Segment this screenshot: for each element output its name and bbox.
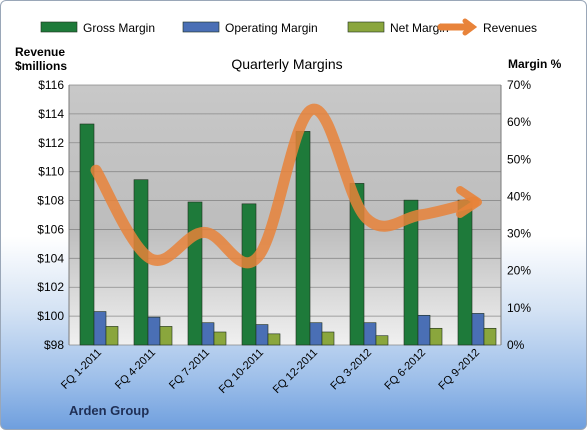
right-tick-label: 50% (507, 152, 531, 166)
legend-label: Net Margin (390, 21, 449, 35)
bar-gross-margin (295, 131, 311, 346)
legend-label: Gross Margin (83, 21, 155, 35)
left-tick-label: $112 (38, 136, 64, 150)
bar-net-margin (429, 327, 443, 346)
bar-net-margin (321, 331, 335, 346)
right-tick-label: 60% (507, 115, 531, 129)
bar-operating-margin (147, 316, 161, 346)
bar-operating-margin (363, 322, 377, 346)
left-axis-title-line1: Revenue (15, 45, 66, 59)
bar-net-margin (267, 333, 281, 346)
right-axis-title: Margin % (508, 57, 562, 71)
bar-gross-margin (187, 201, 203, 346)
category-label: FQ 1-2011 (59, 347, 104, 392)
left-axis-title: Revenue $millions (15, 45, 67, 73)
bar-operating-margin (471, 313, 485, 346)
bar-operating-margin (309, 322, 323, 346)
left-tick-label: $100 (37, 309, 64, 323)
bar-operating-margin (417, 314, 431, 346)
bar-gross-margin (241, 203, 257, 346)
bar-net-margin (483, 327, 497, 346)
legend-swatch-arrowhead (462, 18, 478, 36)
right-tick-label: 20% (507, 264, 531, 278)
bar-operating-margin (201, 322, 215, 346)
left-tick-label: $98 (44, 338, 64, 352)
legend-label: Revenues (483, 21, 537, 35)
bar-gross-margin (457, 199, 473, 346)
category-label: FQ 4-2011 (113, 347, 158, 392)
right-tick-label: 40% (507, 189, 531, 203)
bar-gross-margin (403, 199, 419, 346)
left-tick-label: $104 (37, 251, 64, 265)
bar-net-margin (105, 326, 119, 346)
right-tick-label: 30% (507, 227, 531, 241)
left-tick-label: $106 (37, 222, 64, 236)
revenues-arrowhead (456, 186, 482, 218)
category-label: FQ 9-2012 (436, 347, 482, 393)
right-tick-label: 0% (507, 338, 525, 352)
revenues-line (90, 104, 480, 269)
left-tick-label: $110 (38, 165, 64, 179)
right-tick-label: 10% (507, 301, 531, 315)
bar-operating-margin (255, 324, 269, 346)
bar-net-margin (159, 326, 173, 346)
category-label: FQ 7-2011 (167, 347, 212, 392)
company-name: Arden Group (69, 403, 150, 418)
bar-gross-margin (79, 123, 95, 346)
legend-label: Operating Margin (225, 21, 318, 35)
left-tick-label: $102 (37, 280, 64, 294)
bar-net-margin (375, 335, 389, 346)
bar-operating-margin (93, 311, 107, 346)
chart-title: Quarterly Margins (231, 56, 342, 72)
left-axis-title-line2: $millions (15, 59, 68, 73)
legend-swatch (182, 21, 220, 33)
right-tick-label: 70% (507, 78, 531, 92)
left-tick-label: $114 (38, 107, 64, 121)
bar-net-margin (213, 331, 227, 346)
legend-swatch (347, 21, 385, 33)
bar-gross-margin (349, 183, 365, 346)
category-label: FQ 12-2011 (271, 347, 320, 396)
legend-swatch (40, 21, 78, 33)
category-label: FQ 3-2012 (328, 347, 374, 393)
category-label: FQ 10-2011 (217, 347, 266, 396)
bar-gross-margin (133, 179, 149, 346)
category-label: FQ 6-2012 (382, 347, 428, 393)
left-tick-label: $116 (38, 78, 64, 92)
left-tick-label: $108 (37, 194, 64, 208)
